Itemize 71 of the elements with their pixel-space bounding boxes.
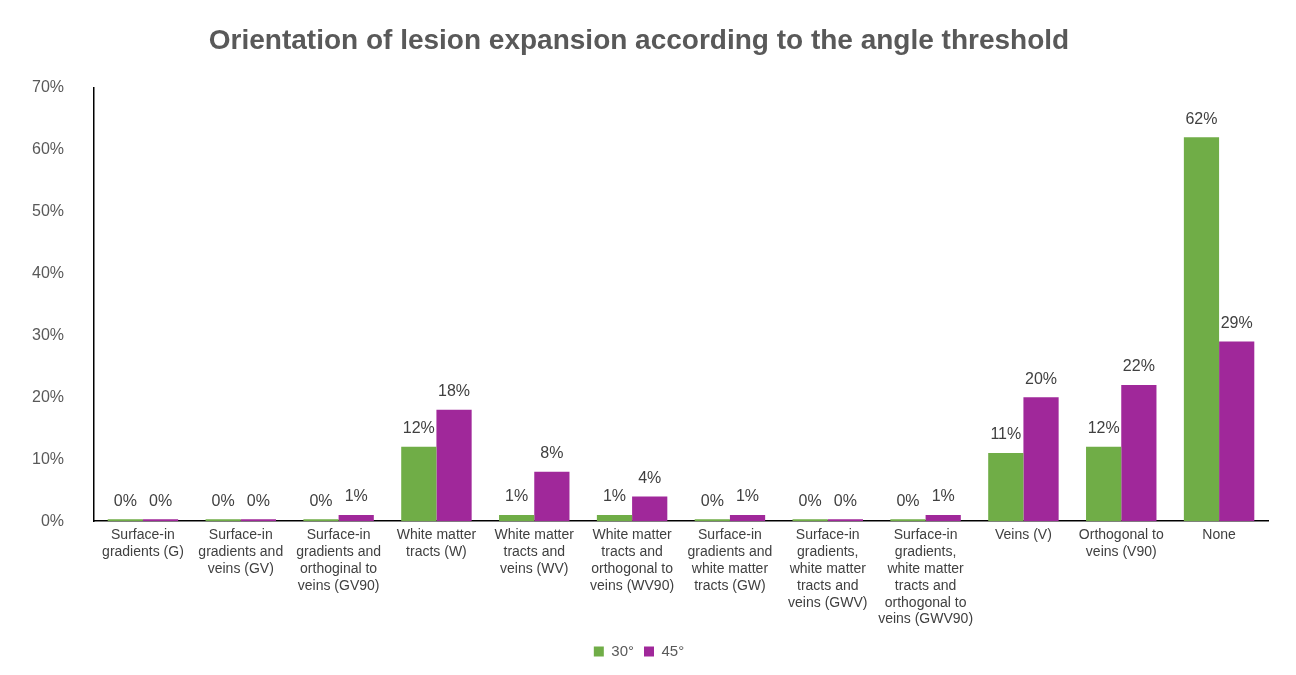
data-label: 0%: [309, 491, 333, 509]
legend-label: 30°: [611, 641, 634, 659]
data-label: 1%: [344, 487, 368, 505]
bar: [1183, 137, 1220, 522]
data-label: 4%: [638, 468, 662, 486]
bar: [596, 515, 633, 522]
bar: [1121, 384, 1157, 522]
bar: [303, 519, 339, 522]
data-label: 1%: [602, 487, 627, 505]
bar: [499, 515, 535, 522]
data-label: 12%: [1087, 419, 1120, 437]
data-label: 0%: [211, 491, 235, 509]
y-tick-label: 0%: [40, 511, 65, 529]
bar: [107, 519, 143, 522]
x-tick-label: Surface-in gradients and veins (GV): [198, 526, 284, 577]
y-tick-label: 40%: [31, 263, 65, 281]
data-label: 0%: [833, 491, 857, 509]
bar: [729, 515, 766, 522]
data-label: 20%: [1025, 369, 1058, 387]
y-tick-label: 70%: [31, 78, 65, 96]
bar: [1023, 397, 1059, 522]
x-tick-label: White matter tracts and orthogonal to veins (WV90): [590, 526, 675, 593]
data-label: 0%: [246, 491, 270, 509]
bar: [632, 496, 668, 522]
data-label: 62%: [1185, 109, 1218, 127]
legend-label: 45°: [661, 641, 685, 659]
data-label: 1%: [931, 487, 955, 505]
bar: [240, 519, 276, 522]
x-tick-label: White matter tracts and veins (WV): [494, 526, 575, 577]
y-tick-label: 60%: [31, 139, 65, 157]
data-label: 8%: [540, 444, 564, 462]
data-label: 1%: [505, 487, 529, 505]
data-label: 29%: [1220, 313, 1253, 331]
data-label: 0%: [113, 491, 137, 509]
bar: [890, 519, 926, 522]
y-tick-label: 10%: [31, 449, 65, 467]
bar: [1086, 446, 1122, 522]
x-tick-label: None: [1202, 526, 1237, 543]
x-tick-label: Surface-in gradients and white matter tracts (GW): [687, 526, 773, 593]
bar: [436, 409, 472, 522]
x-tick-label: Surface-in gradients and orthoginal to veins (GV90): [296, 526, 382, 593]
x-tick-label: Surface-in gradients, white matter tracts and orthogonal to veins (GWV90): [878, 526, 974, 627]
bar: [338, 515, 374, 522]
data-label: 22%: [1122, 357, 1155, 375]
data-label: 0%: [896, 491, 920, 509]
data-label: 0%: [700, 491, 724, 509]
y-tick-label: 50%: [31, 201, 65, 219]
bar: [827, 519, 863, 522]
x-tick-label: Orthogonal to veins (V90): [1078, 526, 1164, 560]
x-tick-label: Surface-in gradients, white matter tracts and veins (GWV): [788, 526, 868, 610]
bar: [205, 519, 241, 522]
x-tick-label: White matter tracts (W): [396, 526, 477, 560]
data-label: 12%: [402, 419, 435, 437]
y-tick-label: 30%: [31, 325, 65, 343]
data-label: 0%: [798, 491, 822, 509]
data-label: 11%: [990, 425, 1022, 443]
x-tick-label: Veins (V): [995, 526, 1052, 543]
chart-title: Orientation of lesion expansion according to the angle threshold: [208, 23, 1070, 55]
bar: [534, 471, 570, 522]
data-label: 0%: [148, 491, 173, 509]
x-tick-label: Surface-in gradients (G): [102, 526, 184, 560]
y-tick-label: 20%: [31, 387, 65, 405]
data-label: 1%: [735, 487, 760, 505]
data-label: 18%: [438, 382, 471, 400]
bar: [694, 519, 730, 522]
bar: [142, 519, 179, 522]
bar: [792, 519, 828, 522]
bar: [988, 453, 1024, 522]
bar: [1219, 341, 1255, 522]
bar: [925, 515, 961, 522]
bar: [401, 446, 437, 522]
